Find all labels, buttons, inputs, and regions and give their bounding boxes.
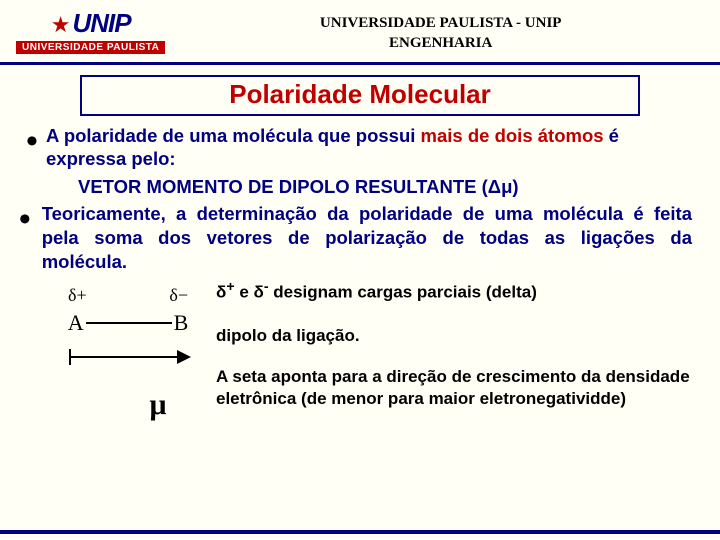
bond-line	[86, 322, 172, 324]
vec-sym: Δμ	[488, 176, 513, 197]
dipole-arrow	[63, 344, 193, 370]
page-title: Polaridade Molecular	[229, 79, 491, 109]
lower-row: δ+ δ− A B μ δ+ e δ- designam cargas parc…	[18, 279, 692, 422]
partial-charges: δ+ δ−	[68, 285, 188, 306]
b1-highlight: mais de dois átomos	[421, 125, 604, 146]
expl-delta: δ+ e δ- designam cargas parciais (delta)	[216, 279, 692, 303]
logo: ★UNIP UNIVERSIDADE PAULISTA	[16, 8, 165, 54]
header-title: UNIVERSIDADE PAULISTA - UNIP ENGENHARIA	[177, 8, 704, 53]
bullet1-text: A polaridade de uma molécula que possui …	[46, 124, 692, 170]
divider-bottom	[0, 530, 720, 534]
vec-pre: VETOR MOMENTO DE DIPOLO RESULTANTE (	[78, 176, 488, 197]
delta-minus: δ−	[169, 285, 188, 306]
content: • A polaridade de uma molécula que possu…	[0, 124, 720, 422]
divider-top	[0, 62, 720, 65]
header-line1: UNIVERSIDADE PAULISTA - UNIP	[177, 14, 704, 34]
vec-post: )	[512, 176, 518, 197]
arrow-head-icon	[177, 350, 191, 364]
expl-dipole: dipolo da ligação.	[216, 325, 692, 346]
b1-pre: A polaridade de uma molécula que possui	[46, 125, 421, 146]
atom-a: A	[68, 310, 84, 336]
header-line2: ENGENHARIA	[177, 34, 704, 54]
logo-text: UNIP	[72, 8, 130, 38]
logo-subtitle: UNIVERSIDADE PAULISTA	[16, 41, 165, 54]
dipole-diagram: δ+ δ− A B μ	[18, 279, 208, 422]
bullet2-text: Teoricamente, a determinação da polarida…	[42, 202, 692, 273]
expl-arrow: A seta aponta para a direção de crescime…	[216, 366, 692, 409]
bullet-icon: •	[18, 202, 32, 233]
bond: A B	[48, 310, 208, 336]
arrow-shaft	[69, 356, 181, 358]
logo-main: ★UNIP	[51, 8, 131, 39]
vector-heading: VETOR MOMENTO DE DIPOLO RESULTANTE (Δμ)	[78, 176, 692, 198]
bullet-row-1: • A polaridade de uma molécula que possu…	[18, 124, 692, 170]
star-icon: ★	[51, 12, 71, 37]
delta-plus: δ+	[68, 285, 87, 306]
title-box: Polaridade Molecular	[80, 75, 640, 116]
atom-b: B	[174, 310, 189, 336]
mu-symbol: μ	[108, 388, 208, 422]
bullet-row-2: • Teoricamente, a determinação da polari…	[18, 202, 692, 273]
header: ★UNIP UNIVERSIDADE PAULISTA UNIVERSIDADE…	[0, 0, 720, 60]
explanations: δ+ e δ- designam cargas parciais (delta)…	[208, 279, 692, 422]
bullet-icon: •	[18, 124, 46, 155]
